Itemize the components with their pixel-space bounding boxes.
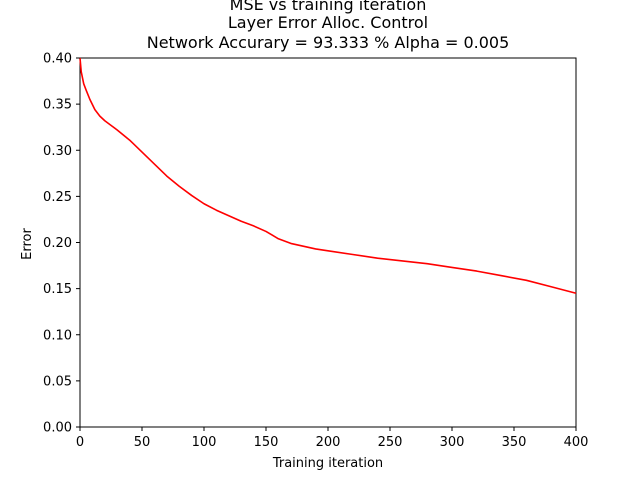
x-tick-label: 300 — [440, 435, 465, 450]
x-tick-label: 0 — [76, 435, 84, 450]
y-axis: 0.00 0.05 0.10 0.15 0.20 0.25 0.30 0.35 0.40 — [43, 52, 80, 436]
y-tick-label: 0.30 — [43, 144, 72, 159]
x-tick-label: 200 — [316, 435, 341, 450]
y-tick-label: 0.35 — [43, 98, 72, 113]
y-tick-label: 0.20 — [43, 236, 72, 251]
title-line-2: Layer Error Alloc. Control — [228, 13, 428, 32]
x-tick-label: 100 — [192, 435, 217, 450]
plot-area — [79, 57, 577, 428]
x-axis-label: Training iteration — [272, 456, 383, 471]
x-tick-label: 250 — [378, 435, 403, 450]
y-tick-label: 0.15 — [43, 282, 72, 297]
y-tick-label: 0.05 — [43, 374, 72, 389]
x-tick-label: 350 — [502, 435, 527, 450]
series-line-1 — [79, 57, 577, 295]
y-tick-label: 0.25 — [43, 190, 72, 205]
y-tick-label: 0.10 — [43, 328, 72, 343]
x-axis: 0 50 100 150 200 250 300 350 400 — [76, 427, 589, 450]
plot-frame — [79, 57, 577, 428]
y-tick-label: 0.40 — [43, 52, 72, 67]
x-tick-label: 150 — [254, 435, 279, 450]
x-tick-label: 400 — [564, 435, 589, 450]
series-group — [79, 57, 577, 295]
y-tick-label: 0.00 — [43, 421, 72, 436]
chart-title: MSE vs training iteration Layer Error Al… — [147, 0, 510, 52]
x-tick-label: 50 — [134, 435, 151, 450]
title-line-3: Network Accurary = 93.333 % Alpha = 0.00… — [147, 33, 510, 52]
y-axis-label: Error — [20, 228, 35, 260]
title-line-1: MSE vs training iteration — [230, 0, 427, 14]
